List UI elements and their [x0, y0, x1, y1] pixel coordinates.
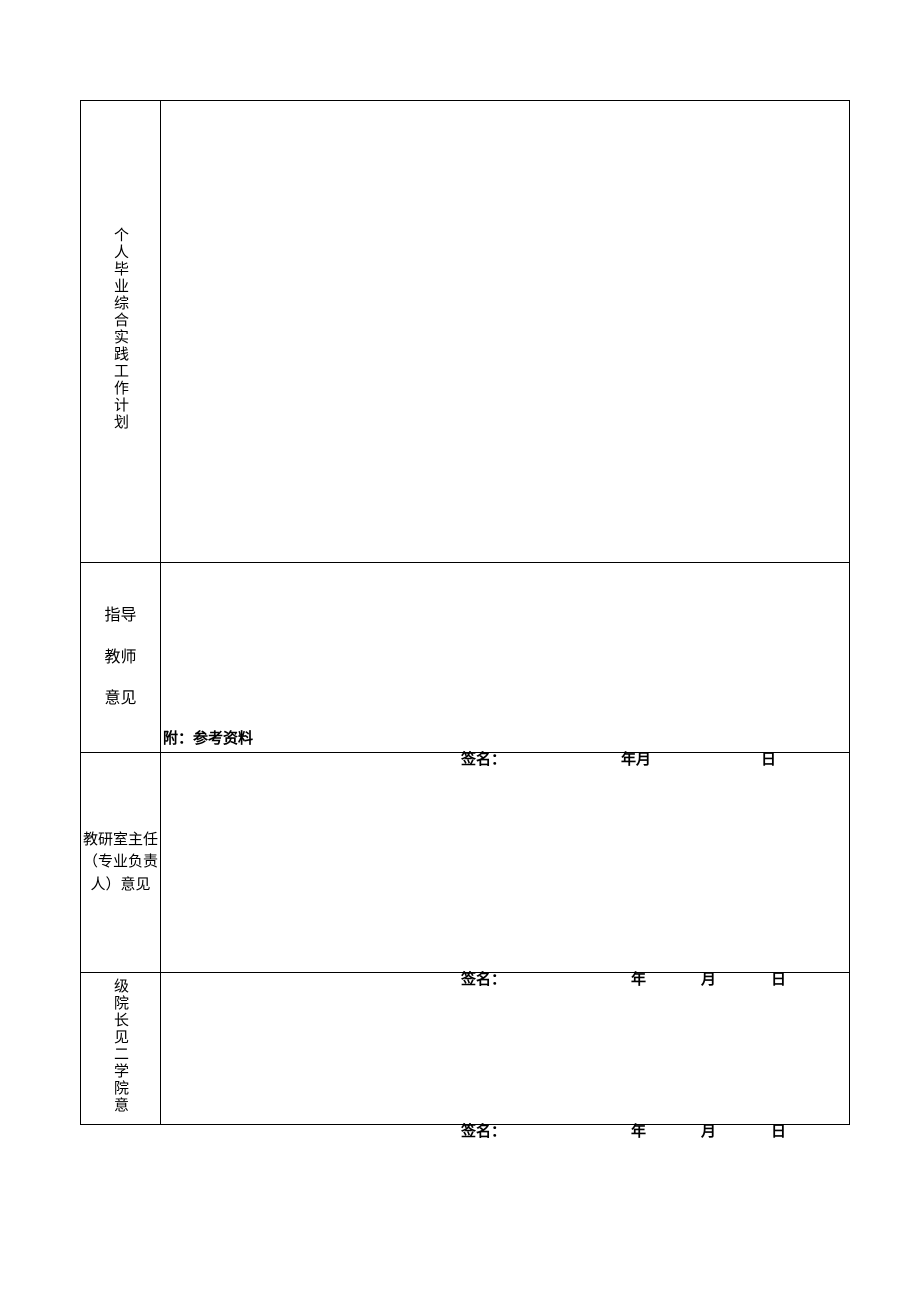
row4-body: 签名： 年 月 日 — [161, 973, 850, 1125]
row1-label: 个人毕业综合实践工作计划 — [110, 227, 131, 431]
row3-label-line2: （专业负责人）意见 — [83, 854, 158, 893]
table-row: 教研室主任 （专业负责人）意见 签名： 年 月 日 — [81, 753, 850, 973]
sig-day: 日 — [771, 1120, 786, 1141]
approval-table: 个人毕业综合实践工作计划 指导 教师 意见 附：参考资料 签名： 年月 日 — [80, 100, 850, 1125]
sig-month: 月 — [701, 1120, 716, 1141]
row3-body: 签名： 年 月 日 — [161, 753, 850, 973]
form-page: 个人毕业综合实践工作计划 指导 教师 意见 附：参考资料 签名： 年月 日 — [80, 100, 850, 1125]
row1-body — [161, 101, 850, 563]
table-row: 个人毕业综合实践工作计划 — [81, 101, 850, 563]
row2-label-line1: 指导 — [81, 595, 160, 637]
table-row: 指导 教师 意见 附：参考资料 签名： 年月 日 — [81, 563, 850, 753]
row2-body: 附：参考资料 签名： 年月 日 — [161, 563, 850, 753]
table-row: 级院长见二学院意 签名： 年 月 日 — [81, 973, 850, 1125]
row-label-cell: 级院长见二学院意 — [81, 973, 161, 1125]
row3-label: 教研室主任 （专业负责人）意见 — [81, 825, 160, 901]
row-label-cell: 教研室主任 （专业负责人）意见 — [81, 753, 161, 973]
row-label-cell: 指导 教师 意见 — [81, 563, 161, 753]
sig-year: 年 — [631, 1120, 646, 1141]
row2-label-line2: 教师 — [81, 637, 160, 679]
sig-label: 签名： — [461, 1120, 506, 1141]
row2-label-line3: 意见 — [81, 678, 160, 720]
row-label-cell: 个人毕业综合实践工作计划 — [81, 101, 161, 563]
row3-label-line1: 教研室主任 — [83, 832, 158, 848]
row2-label: 指导 教师 意见 — [81, 595, 160, 720]
row4-label: 级院长见二学院意 — [110, 978, 131, 1114]
attach-label: 附：参考资料 — [163, 727, 253, 748]
